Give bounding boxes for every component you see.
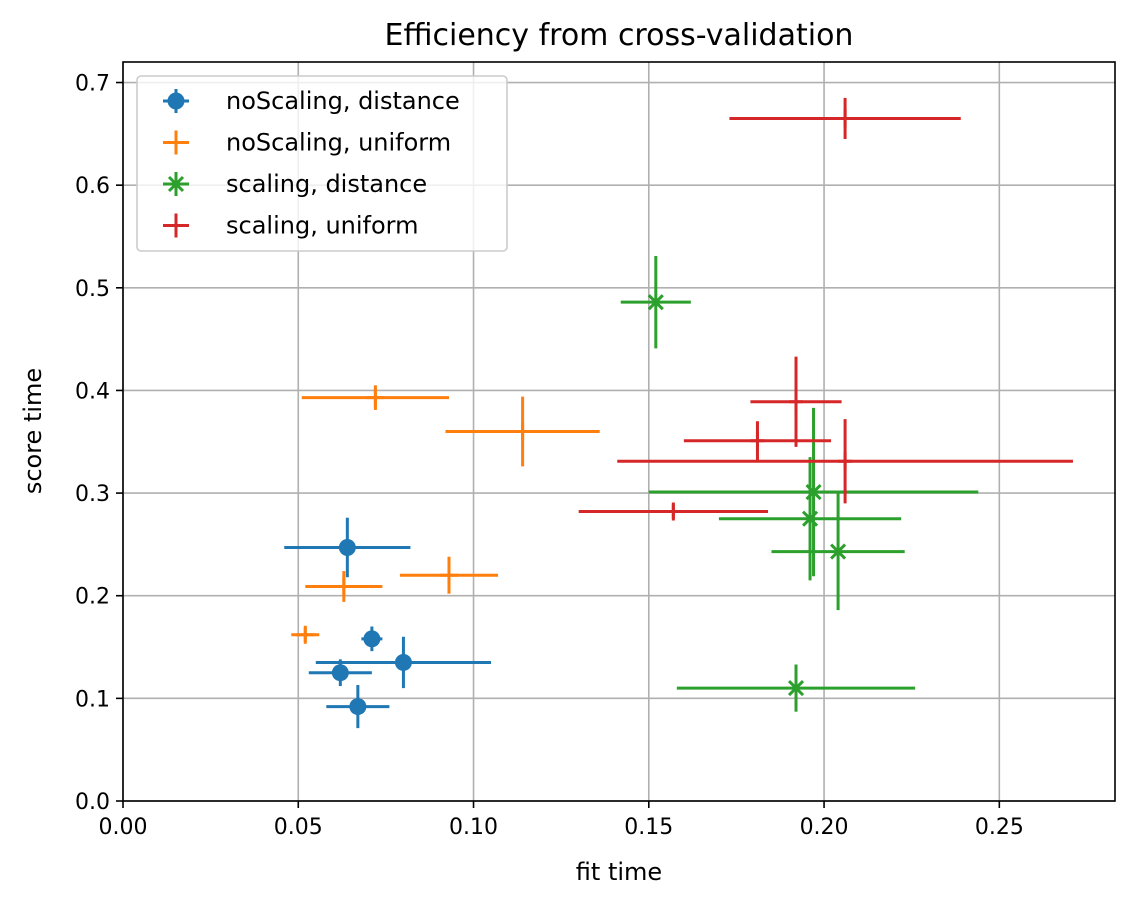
data-point <box>291 625 320 644</box>
data-point <box>284 517 411 578</box>
x-tick-label: 0.05 <box>274 815 323 840</box>
chart-title: Efficiency from cross-validation <box>385 18 854 53</box>
data-point <box>771 493 905 611</box>
legend-label: scaling, distance <box>226 170 427 198</box>
axis-ticks: 0.00 0.05 0.10 0.15 0.20 0.25 0.0 0.1 0.2 0.3 0.4 0… <box>75 72 1024 840</box>
series-scaling-uniform <box>578 97 1073 521</box>
y-tick-label: 0.1 <box>75 687 110 712</box>
data-point <box>683 421 832 461</box>
marker-tick <box>169 216 183 235</box>
marker-tick <box>838 109 853 128</box>
marker-circle <box>331 664 349 682</box>
data-point <box>718 457 902 581</box>
legend-box <box>136 75 508 252</box>
legend: noScaling, distance noScaling, uniform sca… <box>136 75 508 252</box>
data-point <box>578 502 768 521</box>
data-point <box>308 659 372 687</box>
data-point <box>305 571 383 602</box>
marker-plus <box>439 566 458 585</box>
y-tick-label: 0.7 <box>75 72 110 97</box>
marker-x <box>787 680 805 697</box>
marker-plus <box>296 625 315 644</box>
x-tick-label: 0.25 <box>975 815 1024 840</box>
marker-x <box>830 543 847 560</box>
series-scaling-distance <box>620 255 979 712</box>
data-point <box>729 97 961 139</box>
y-tick-label: 0.5 <box>75 277 110 302</box>
marker-tick <box>666 502 681 521</box>
marker-circle <box>349 698 367 716</box>
y-axis-label: score time <box>19 368 47 494</box>
y-tick-label: 0.3 <box>75 482 110 507</box>
marker-circle <box>167 92 185 110</box>
y-tick-label: 0.0 <box>75 790 110 815</box>
grid <box>122 62 1115 802</box>
data-point <box>361 626 383 652</box>
x-axis-label: fit time <box>576 858 662 886</box>
legend-item: noScaling, distance <box>163 87 460 115</box>
data-point <box>301 385 449 410</box>
data-point <box>617 419 1073 504</box>
x-tick-label: 0.20 <box>800 815 849 840</box>
marker-plus <box>366 388 385 407</box>
y-tick-label: 0.6 <box>75 174 110 199</box>
y-tick-label: 0.4 <box>75 379 110 404</box>
marker-x <box>801 510 819 527</box>
data-point <box>399 556 499 594</box>
marker-tick <box>789 392 804 411</box>
data-point <box>676 664 916 712</box>
x-tick-label: 0.00 <box>99 815 148 840</box>
marker-circle <box>394 653 412 671</box>
marker-x <box>647 294 664 311</box>
x-tick-label: 0.15 <box>624 815 673 840</box>
marker-plus <box>513 422 532 441</box>
data-point <box>326 685 390 729</box>
legend-item: noScaling, uniform <box>163 129 451 157</box>
data-point <box>620 255 691 349</box>
x-tick-label: 0.10 <box>449 815 498 840</box>
marker-tick <box>838 452 853 471</box>
series-noscaling-distance <box>284 517 492 729</box>
marker-x <box>167 175 185 193</box>
data-series <box>284 97 1073 729</box>
series-noscaling-uniform <box>291 385 600 644</box>
marker-tick <box>750 431 765 450</box>
marker-plus <box>167 133 185 152</box>
legend-item: scaling, distance <box>163 170 427 198</box>
data-point <box>750 356 842 447</box>
legend-label: noScaling, distance <box>226 87 460 115</box>
legend-item: scaling, uniform <box>163 212 419 240</box>
plot-frame <box>122 61 1116 802</box>
legend-label: noScaling, uniform <box>226 129 451 157</box>
marker-circle <box>338 538 356 556</box>
marker-plus <box>334 577 353 596</box>
data-point <box>445 396 600 467</box>
data-point <box>315 636 492 689</box>
legend-label: scaling, uniform <box>226 212 419 240</box>
y-tick-label: 0.2 <box>75 585 110 610</box>
marker-circle <box>363 630 381 648</box>
